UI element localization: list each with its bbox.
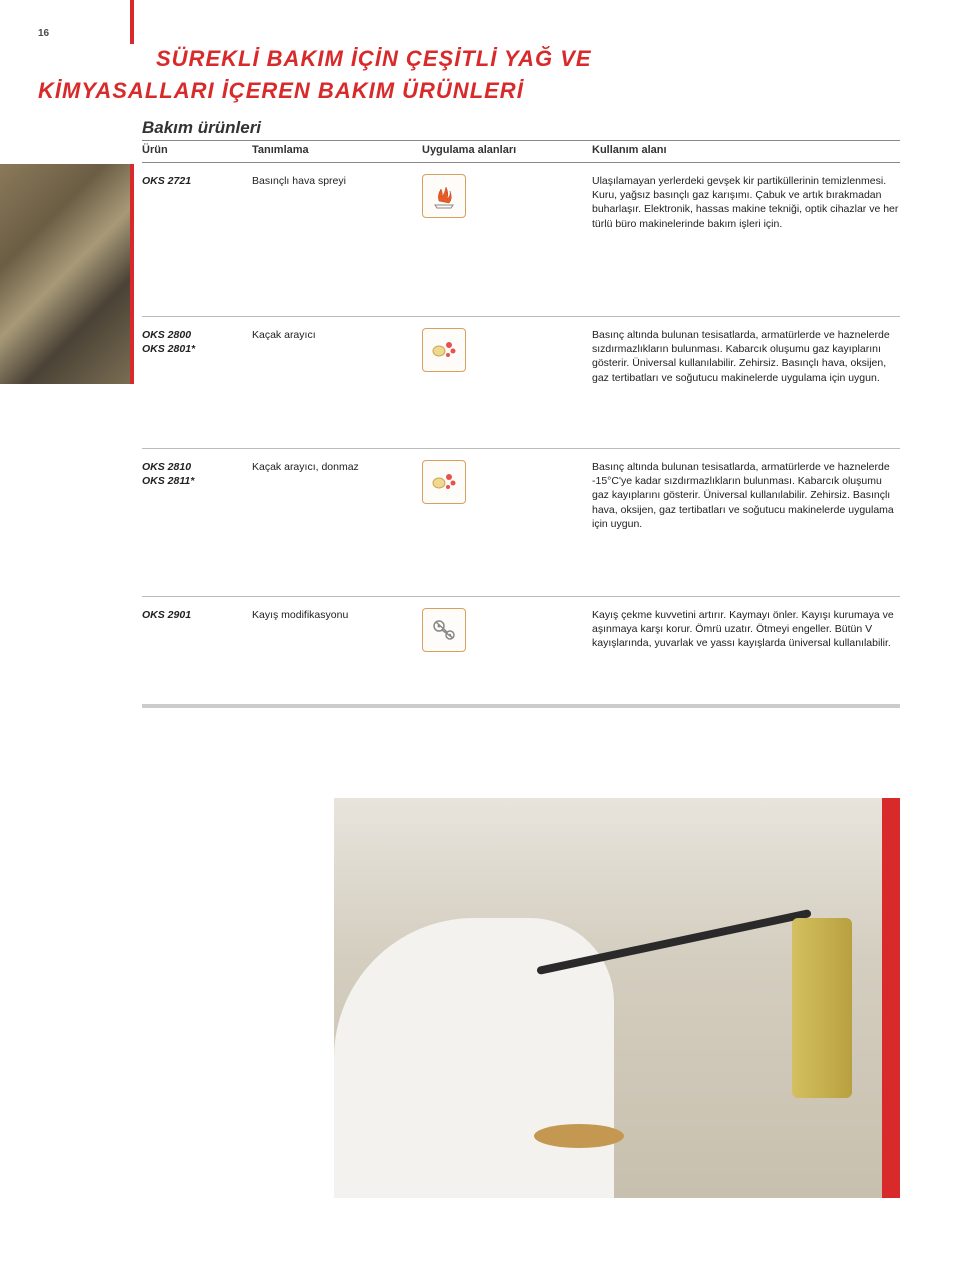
product-code: OKS 2721 [142,174,252,231]
icon-cell [422,328,592,385]
table-row: OKS 2721 Basınçlı hava spreyi Ulaşılamay… [142,174,900,231]
divider [142,162,900,163]
row-divider [142,316,900,317]
bubbles-icon [422,328,466,372]
code-primary: OKS 2721 [142,174,252,188]
bubbles-icon [422,460,466,504]
divider [142,140,900,141]
end-divider [142,704,900,708]
icon-cell [422,174,592,231]
photo-container [334,798,882,1198]
table-row: OKS 2810 OKS 2811* Kaçak arayıcı, donmaz… [142,460,900,531]
code-secondary: OKS 2801* [142,342,252,356]
product-desc: Kaçak arayıcı, donmaz [252,460,422,531]
row-divider [142,448,900,449]
title-line-1: SÜREKLİ BAKIM İÇİN ÇEŞİTLİ YAĞ VE [38,46,900,72]
product-desc: Kayış modifikasyonu [252,608,422,652]
red-strip-bottom [882,798,900,1198]
code-secondary: OKS 2811* [142,474,252,488]
application-text: Basınç altında bulunan tesisatlarda, arm… [592,328,900,385]
red-bar-side [130,164,134,384]
header-kullanim: Kullanım alanı [592,144,900,156]
header-urun: Ürün [142,144,252,156]
page-header: SÜREKLİ BAKIM İÇİN ÇEŞİTLİ YAĞ VE KİMYAS… [38,46,900,104]
product-desc: Basınçlı hava spreyi [252,174,422,231]
icon-cell [422,608,592,652]
code-primary: OKS 2901 [142,608,252,622]
page-number: 16 [38,28,49,39]
table-row: OKS 2800 OKS 2801* Kaçak arayıcı Basınç … [142,328,900,385]
photo-placeholder [334,798,882,1198]
header-uygulama: Uygulama alanları [422,144,592,156]
flame-icon [422,174,466,218]
code-primary: OKS 2800 [142,328,252,342]
product-code: OKS 2800 OKS 2801* [142,328,252,385]
product-desc: Kaçak arayıcı [252,328,422,385]
table-row: OKS 2901 Kayış modifikasyonu Kayış çekme… [142,608,900,652]
application-text: Ulaşılamayan yerlerdeki gevşek kir parti… [592,174,900,231]
product-code: OKS 2901 [142,608,252,652]
section-title: Bakım ürünleri [142,118,261,138]
row-divider [142,596,900,597]
title-line-2: KİMYASALLARI İÇEREN BAKIM ÜRÜNLERİ [38,78,900,104]
photo-element [792,918,852,1098]
icon-cell [422,460,592,531]
belt-icon [422,608,466,652]
application-text: Kayış çekme kuvvetini artırır. Kaymayı ö… [592,608,900,652]
header-tanimlama: Tanımlama [252,144,422,156]
sidebar-image [0,164,130,384]
column-headers: Ürün Tanımlama Uygulama alanları Kullanı… [142,144,900,156]
red-bar-top [130,0,134,44]
application-text: Basınç altında bulunan tesisatlarda, arm… [592,460,900,531]
code-primary: OKS 2810 [142,460,252,474]
product-code: OKS 2810 OKS 2811* [142,460,252,531]
photo-element [534,1124,624,1148]
